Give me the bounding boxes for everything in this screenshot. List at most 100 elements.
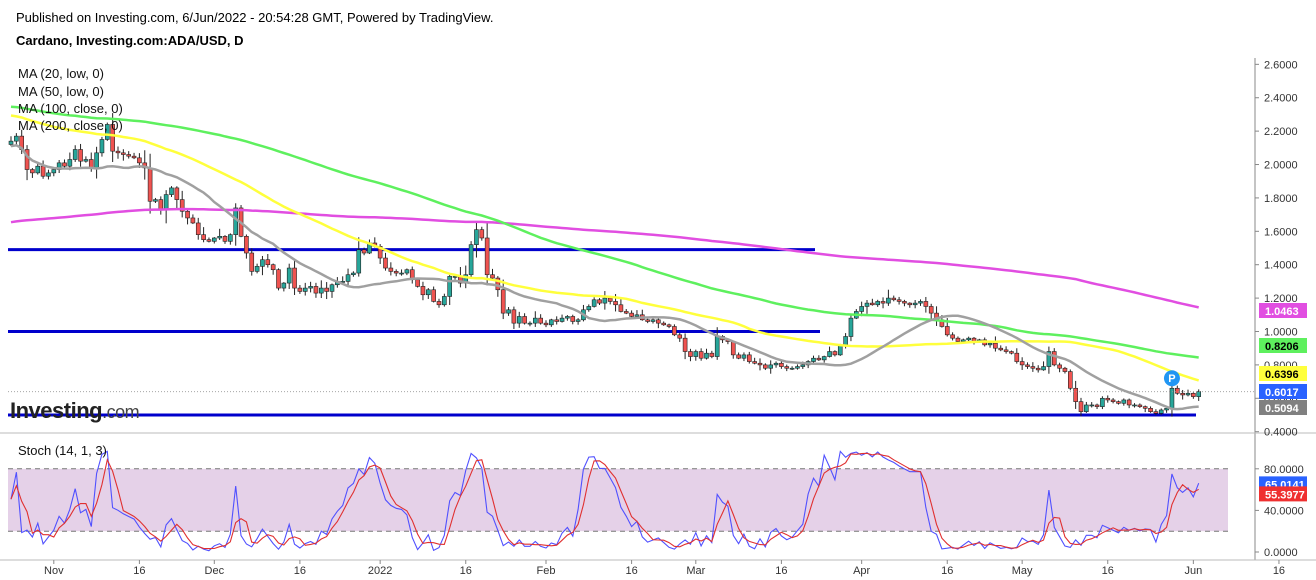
candle	[934, 306, 939, 326]
legend-ma20: MA (20, low, 0)	[18, 66, 104, 81]
y-tick-label: 1.6000	[1264, 226, 1298, 238]
candle-body	[912, 302, 918, 306]
stoch-tick-label: 40.0000	[1264, 505, 1304, 517]
candle-body	[83, 159, 89, 162]
candle-body	[1073, 387, 1078, 402]
candle	[1148, 406, 1153, 413]
candle-body	[276, 269, 281, 289]
candle	[591, 297, 597, 308]
candle	[607, 297, 613, 305]
candle	[639, 309, 645, 321]
candle	[565, 315, 570, 321]
candle	[516, 311, 522, 328]
candle	[1014, 348, 1020, 364]
candle	[313, 282, 319, 298]
candle	[147, 153, 153, 214]
stoch-badge-bg	[1259, 486, 1307, 502]
candle	[821, 355, 827, 363]
candle	[912, 300, 918, 309]
candle-body	[286, 267, 292, 284]
candle	[131, 152, 137, 160]
candle-body	[383, 257, 388, 269]
price-badge-label: 0.6017	[1265, 387, 1299, 399]
stoch-d-line	[10, 452, 1199, 550]
candle-body	[169, 187, 174, 195]
candle-body	[425, 289, 431, 296]
candle-body	[388, 267, 394, 272]
candle	[169, 186, 174, 198]
candle-body	[864, 302, 870, 307]
candle	[292, 259, 297, 295]
candle-body	[185, 210, 190, 219]
candle-body	[896, 299, 902, 302]
price-badge-label: 0.8206	[1265, 341, 1299, 353]
y-tick-label: 1.2000	[1264, 293, 1298, 305]
candle	[757, 358, 763, 371]
candle-body	[249, 252, 255, 272]
candle-body	[484, 237, 490, 276]
candle	[896, 296, 902, 305]
candle-body	[442, 296, 447, 306]
candle	[308, 281, 313, 293]
candle	[260, 255, 265, 276]
candle	[763, 363, 768, 371]
candle-body	[137, 157, 142, 164]
candle	[153, 197, 158, 203]
candle-body	[645, 319, 650, 322]
candle-body	[324, 287, 329, 292]
candle	[698, 348, 704, 361]
candle-body	[447, 276, 453, 297]
candle	[1089, 402, 1094, 408]
candle-body	[131, 155, 137, 159]
candle-body	[479, 229, 485, 239]
candle-body	[848, 317, 854, 337]
legend-ma100: MA (100, close, 0)	[18, 101, 123, 116]
candle	[880, 297, 886, 309]
candle	[297, 284, 303, 294]
candle-body	[265, 259, 271, 266]
candle-body	[260, 259, 265, 267]
price-badge-label: 1.0463	[1265, 306, 1299, 318]
candle-body	[741, 354, 747, 359]
candle-body	[1196, 391, 1201, 397]
price-badge: 1.0463	[1259, 303, 1307, 318]
candle-body	[559, 317, 565, 322]
candle	[286, 263, 292, 289]
candle	[586, 304, 592, 312]
x-tick-label: 2022	[368, 565, 392, 577]
candle	[254, 263, 260, 274]
candle-body	[308, 286, 313, 289]
axes: 2.6000 2.4000 2.2000 2.0000 1.8000 1.6000 1.40…	[0, 58, 1316, 577]
x-tick-label: Feb	[537, 565, 556, 577]
candle-body	[468, 244, 474, 276]
candle	[500, 279, 506, 320]
candle-body	[602, 297, 608, 304]
candle	[431, 286, 436, 303]
candle-body	[8, 140, 14, 145]
candle-body	[201, 234, 206, 240]
candle-body	[1169, 387, 1175, 409]
candle-body	[538, 317, 543, 324]
ma200-line	[10, 207, 1199, 309]
candle	[201, 227, 206, 243]
candle-body	[575, 319, 581, 322]
candle	[789, 366, 795, 371]
candle-body	[1185, 392, 1191, 396]
candle	[302, 282, 308, 296]
candle	[1116, 400, 1121, 405]
y-tick-label: 2.6000	[1264, 59, 1298, 71]
candle	[46, 169, 51, 180]
candle	[1126, 398, 1132, 409]
candle-body	[757, 362, 763, 366]
candle	[56, 160, 62, 174]
candle-body	[1158, 409, 1164, 414]
candle	[404, 268, 410, 276]
candle-body	[99, 139, 105, 154]
candle-body	[302, 287, 308, 292]
candle-body	[62, 162, 67, 167]
candle	[1009, 350, 1014, 355]
candle	[832, 350, 838, 357]
candle	[549, 318, 554, 327]
candle	[1137, 403, 1143, 408]
